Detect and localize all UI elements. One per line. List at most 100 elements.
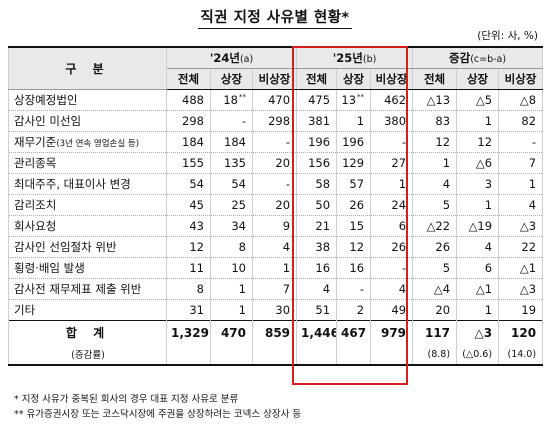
- table-cell: 13**: [336, 89, 372, 111]
- table-cell: 475: [296, 89, 338, 111]
- column-header: 비상장: [370, 68, 414, 90]
- table-cell: △19: [456, 215, 500, 237]
- footnote-2: ** 유가증권시장 또는 코스닥시장에 주권을 상장하려는 코넥스 상장사 등: [14, 409, 302, 420]
- total-cell: 1,329: [166, 320, 211, 344]
- footnote-marker: **: [357, 93, 365, 101]
- table-cell: 184: [166, 131, 211, 153]
- table-cell: 51: [296, 299, 338, 321]
- table-cell: △22: [412, 215, 458, 237]
- table-cell: 1: [370, 173, 414, 195]
- table-cell: 57: [336, 173, 372, 195]
- table-row: 감사인 선임절차 위반 12 8 4 38 12 26 26 4 22: [8, 236, 544, 258]
- table-cell: 1: [498, 173, 544, 195]
- row-label: 최대주주, 대표이사 변경: [8, 173, 167, 195]
- table-cell: 1: [210, 299, 253, 321]
- table-cell: 25: [210, 194, 253, 216]
- table-cell: 34: [210, 215, 253, 237]
- column-header: 상장: [456, 68, 500, 90]
- table-cell: 1: [412, 152, 458, 174]
- table-cell: 4: [251, 236, 298, 258]
- table-cell: 1: [251, 257, 298, 279]
- row-label: 감리조치: [8, 194, 167, 216]
- table-cell: 20: [412, 299, 458, 321]
- status-table: 구 분 '24년(a) '25년(b) 증감(c=b-a) 전체 상장 비상장 전체 상…: [8, 46, 544, 366]
- table-cell: -: [210, 110, 253, 132]
- table-row: 회사요청 43 34 9 21 15 6 △22 △19 △3: [8, 215, 544, 237]
- table-cell: 462: [370, 89, 414, 111]
- table-cell: 38: [296, 236, 338, 258]
- rate-row: (증감률) (8.8) (△0.6) (14.0): [8, 344, 544, 366]
- table-cell: 1: [336, 110, 372, 132]
- table-cell: 156: [296, 152, 338, 174]
- table-cell: 8: [210, 236, 253, 258]
- row-note: (3년 연속 영업손실 등): [56, 139, 140, 149]
- total-label: 합 계: [8, 320, 167, 344]
- table-cell: 1: [456, 194, 500, 216]
- row-label: 상장예정법인: [8, 89, 167, 111]
- table-cell: △5: [456, 89, 500, 111]
- table-cell: △8: [498, 89, 544, 111]
- footnote-1: * 지정 사유가 중복된 회사의 경우 대표 지정 사유로 분류: [14, 394, 239, 405]
- table-cell: -: [370, 257, 414, 279]
- table-cell: 155: [166, 152, 211, 174]
- rate-cell: (14.0): [498, 344, 544, 366]
- table-cell: 4: [498, 194, 544, 216]
- table-cell: 12: [456, 131, 500, 153]
- rate-cell: [251, 344, 298, 366]
- table-cell: 11: [166, 257, 211, 279]
- table-cell: 381: [296, 110, 338, 132]
- table-row: 감사인 미선임 298-298 381 1 380 83 1 82: [8, 110, 544, 132]
- table-cell: △6: [456, 152, 500, 174]
- table-cell: 27: [370, 152, 414, 174]
- table-cell: 196: [296, 131, 338, 153]
- table-row: 횡령·배임 발생 11 10 1 16 16-5 6 △1: [8, 257, 544, 279]
- column-header: 상장: [336, 68, 372, 90]
- table-cell: 16: [336, 257, 372, 279]
- row-label: 관리종목: [8, 152, 167, 174]
- table-cell: 12: [166, 236, 211, 258]
- table-cell: 196: [336, 131, 372, 153]
- total-row: 합 계 1,329 470 859 1,446 467 979 117 △3 120: [8, 320, 544, 344]
- table-cell: 10: [210, 257, 253, 279]
- category-header: 구 분: [8, 46, 167, 90]
- row-label: 감사인 미선임: [8, 110, 167, 132]
- table-cell: 20: [251, 152, 298, 174]
- table-cell: 470: [251, 89, 298, 111]
- table-cell: -: [251, 173, 298, 195]
- table-cell: 82: [498, 110, 544, 132]
- table-cell: 45: [166, 194, 211, 216]
- page-title: 직권 지정 사유별 현황*: [0, 6, 550, 29]
- footnote-marker: **: [239, 93, 246, 101]
- table-cell: 4: [456, 236, 500, 258]
- row-label: 재무기준(3년 연속 영업손실 등): [8, 131, 167, 153]
- table-cell: △4: [412, 278, 458, 300]
- table-row: 관리종목 155 135 20 156 129 27 1 △6 7: [8, 152, 544, 174]
- table-cell: △1: [498, 257, 544, 279]
- rate-cell: [370, 344, 414, 366]
- table-cell: 58: [296, 173, 338, 195]
- table-cell: -: [370, 131, 414, 153]
- column-header: 전체: [166, 68, 211, 90]
- table-cell: △3: [498, 215, 544, 237]
- row-label: 감사전 재무제표 제출 위반: [8, 278, 167, 300]
- table-cell: 4: [370, 278, 414, 300]
- table-cell: 26: [336, 194, 372, 216]
- total-cell: 979: [370, 320, 414, 344]
- table-cell: 7: [251, 278, 298, 300]
- rate-cell: (8.8): [412, 344, 458, 366]
- table-cell: 12: [336, 236, 372, 258]
- rate-cell: (△0.6): [456, 344, 500, 366]
- row-label: 회사요청: [8, 215, 167, 237]
- total-cell: △3: [456, 320, 500, 344]
- table-cell: 15: [336, 215, 372, 237]
- table-cell: 22: [498, 236, 544, 258]
- table-cell: 54: [166, 173, 211, 195]
- table-cell: 43: [166, 215, 211, 237]
- table-row: 기타 31 1 30 51 2 49 20 1 19: [8, 299, 544, 321]
- table-cell: 4: [296, 278, 338, 300]
- table-cell: 19: [498, 299, 544, 321]
- table-cell: 21: [296, 215, 338, 237]
- group-header-2024: '24년(a): [165, 46, 298, 69]
- total-cell: 470: [210, 320, 253, 344]
- table-cell: 6: [370, 215, 414, 237]
